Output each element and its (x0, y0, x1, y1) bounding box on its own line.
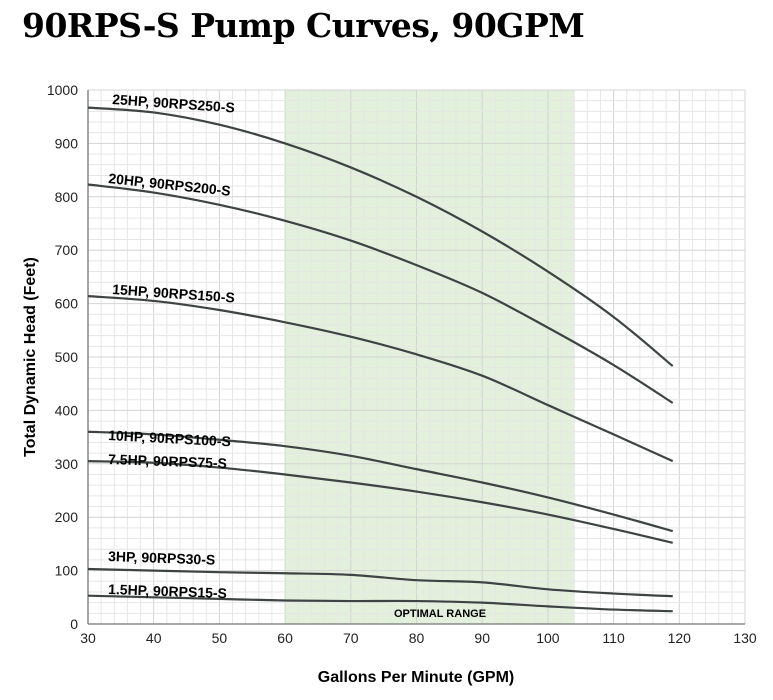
x-tick-label: 50 (212, 630, 228, 646)
series-label: 3HP, 90RPS30-S (108, 548, 216, 568)
chart-title: 90RPS-S Pump Curves, 90GPM (22, 6, 585, 45)
series-label: 1.5HP, 90RPS15-S (108, 581, 227, 601)
y-axis-label: Total Dynamic Head (Feet) (22, 257, 39, 457)
pump-curve-2 (87, 295, 674, 463)
y-tick-label: 400 (55, 402, 79, 418)
pump-curve-4 (87, 460, 673, 544)
x-tick-label: 70 (343, 630, 359, 646)
series-label: 7.5HP, 90RPS75-S (108, 451, 227, 471)
series-label: 10HP, 90RPS100-S (108, 427, 231, 449)
x-tick-label: 40 (146, 630, 162, 646)
y-tick-label: 900 (55, 135, 79, 151)
y-tick-label: 800 (55, 189, 79, 205)
y-tick-label: 100 (55, 563, 79, 579)
x-tick-label: 100 (536, 630, 560, 646)
x-tick-label: 30 (80, 630, 96, 646)
x-axis-label: Gallons Per Minute (GPM) (318, 669, 514, 686)
y-tick-label: 0 (70, 616, 78, 632)
x-tick-label: 110 (602, 630, 625, 646)
shaded-region-label: OPTIMAL RANGE (394, 608, 486, 620)
y-tick-label: 300 (55, 456, 79, 472)
pump-curve-5 (87, 567, 673, 598)
pump-curve-6 (87, 594, 673, 613)
x-tick-label: 80 (409, 630, 425, 646)
y-tick-label: 600 (55, 296, 79, 312)
pump-curve-1 (87, 183, 674, 404)
y-tick-label: 500 (55, 349, 79, 365)
x-tick-label: 60 (277, 630, 293, 646)
series-label: 25HP, 90RPS250-S (112, 91, 236, 116)
pump-curve-0 (87, 106, 674, 367)
y-tick-label: 700 (55, 242, 79, 258)
y-tick-label: 1000 (47, 82, 78, 98)
y-tick-label: 200 (55, 509, 79, 525)
x-tick-label: 120 (668, 630, 692, 646)
x-tick-label: 90 (474, 630, 490, 646)
x-tick-label: 130 (733, 630, 757, 646)
series-label: 15HP, 90RPS150-S (112, 281, 236, 306)
pump-curve-3 (87, 430, 674, 533)
